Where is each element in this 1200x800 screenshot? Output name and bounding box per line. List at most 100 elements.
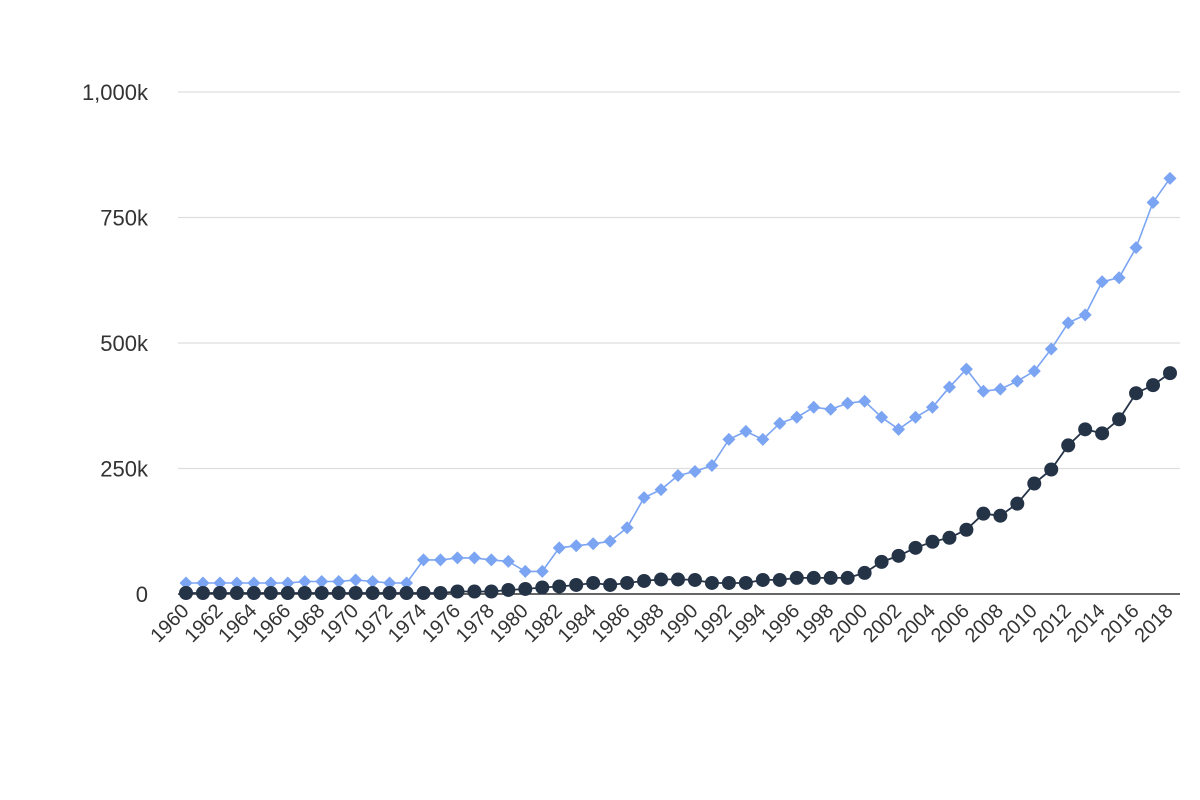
data-point <box>281 576 295 590</box>
data-point <box>535 580 550 595</box>
data-point <box>416 585 431 600</box>
data-point <box>942 380 956 394</box>
x-tick-label: 2004 <box>893 600 940 647</box>
data-point <box>789 570 804 585</box>
y-tick-label: 0 <box>136 582 148 607</box>
data-point <box>637 573 652 588</box>
data-point <box>1146 378 1161 393</box>
data-point <box>552 541 566 555</box>
data-point <box>1095 275 1109 289</box>
data-point <box>1010 374 1024 388</box>
x-tick-label: 1976 <box>418 600 465 647</box>
data-point <box>1078 308 1092 322</box>
x-tick-label: 1998 <box>791 600 838 647</box>
x-tick-label: 2002 <box>859 600 906 647</box>
data-point <box>654 572 669 587</box>
data-point <box>552 579 567 594</box>
data-point <box>806 570 821 585</box>
data-point <box>959 362 973 376</box>
x-tick-label: 1980 <box>486 600 533 647</box>
x-tick-label: 2016 <box>1097 600 1144 647</box>
series-2 <box>179 366 1177 600</box>
data-point <box>1112 412 1127 427</box>
data-point <box>315 574 329 588</box>
y-tick-label: 750k <box>100 206 149 231</box>
series-1 <box>179 171 1177 590</box>
data-point <box>705 458 719 472</box>
data-point <box>314 585 329 600</box>
data-point <box>518 581 533 596</box>
data-point <box>671 469 685 483</box>
x-tick-label: 1988 <box>622 600 669 647</box>
data-point <box>366 574 380 588</box>
data-point <box>331 585 346 600</box>
data-point <box>179 576 193 590</box>
data-point <box>603 534 617 548</box>
x-tick-label: 2018 <box>1131 600 1178 647</box>
data-point <box>637 491 651 505</box>
data-point <box>1010 496 1025 511</box>
data-point <box>247 576 261 590</box>
data-point <box>925 400 939 414</box>
data-point <box>1146 195 1160 209</box>
data-point <box>671 572 685 587</box>
data-point <box>925 534 940 549</box>
data-point <box>874 554 889 569</box>
data-point <box>229 585 244 600</box>
x-axis-ticks: 1960196219641966196819701972197419761978… <box>147 600 1178 647</box>
data-point <box>179 585 193 600</box>
data-point <box>433 553 447 567</box>
data-point <box>891 548 906 563</box>
data-point <box>1129 386 1144 401</box>
y-tick-label: 250k <box>100 457 149 482</box>
data-point <box>704 575 719 590</box>
data-point <box>535 564 549 578</box>
data-point <box>1163 171 1177 185</box>
x-tick-label: 1990 <box>655 600 702 647</box>
data-point <box>620 575 635 590</box>
data-point <box>501 582 516 597</box>
x-tick-label: 1978 <box>452 600 499 647</box>
y-tick-label: 1,000k <box>82 80 149 105</box>
data-point <box>688 465 702 479</box>
data-point <box>348 585 363 600</box>
x-tick-label: 1972 <box>350 600 397 647</box>
x-tick-label: 1994 <box>723 600 770 647</box>
data-point <box>942 530 957 545</box>
data-point <box>263 585 278 600</box>
data-point <box>196 576 210 590</box>
data-point <box>1163 366 1177 381</box>
data-point <box>467 551 481 565</box>
x-tick-label: 2008 <box>961 600 1008 647</box>
data-point <box>1078 422 1093 437</box>
data-point <box>586 575 601 590</box>
data-point <box>840 570 855 585</box>
data-point <box>909 410 923 424</box>
data-point <box>195 585 210 600</box>
x-tick-label: 2000 <box>825 600 872 647</box>
data-point <box>603 577 618 592</box>
data-point <box>738 575 753 590</box>
gridlines <box>178 91 1180 470</box>
data-point <box>824 402 838 416</box>
data-point <box>484 553 498 567</box>
x-tick-label: 2012 <box>1029 600 1076 647</box>
data-point <box>213 576 227 590</box>
data-point <box>756 432 770 446</box>
data-point <box>382 585 397 600</box>
x-tick-label: 2006 <box>927 600 974 647</box>
series-layer <box>179 171 1177 600</box>
data-point <box>841 396 855 410</box>
data-point <box>417 553 431 567</box>
data-point <box>993 382 1007 396</box>
x-tick-label: 1986 <box>588 600 635 647</box>
data-point <box>332 574 346 588</box>
data-point <box>875 410 889 424</box>
data-point <box>773 416 787 430</box>
data-point <box>230 576 244 590</box>
data-point <box>297 585 312 600</box>
data-point <box>823 570 838 585</box>
data-point <box>433 585 448 600</box>
data-point <box>400 576 414 590</box>
